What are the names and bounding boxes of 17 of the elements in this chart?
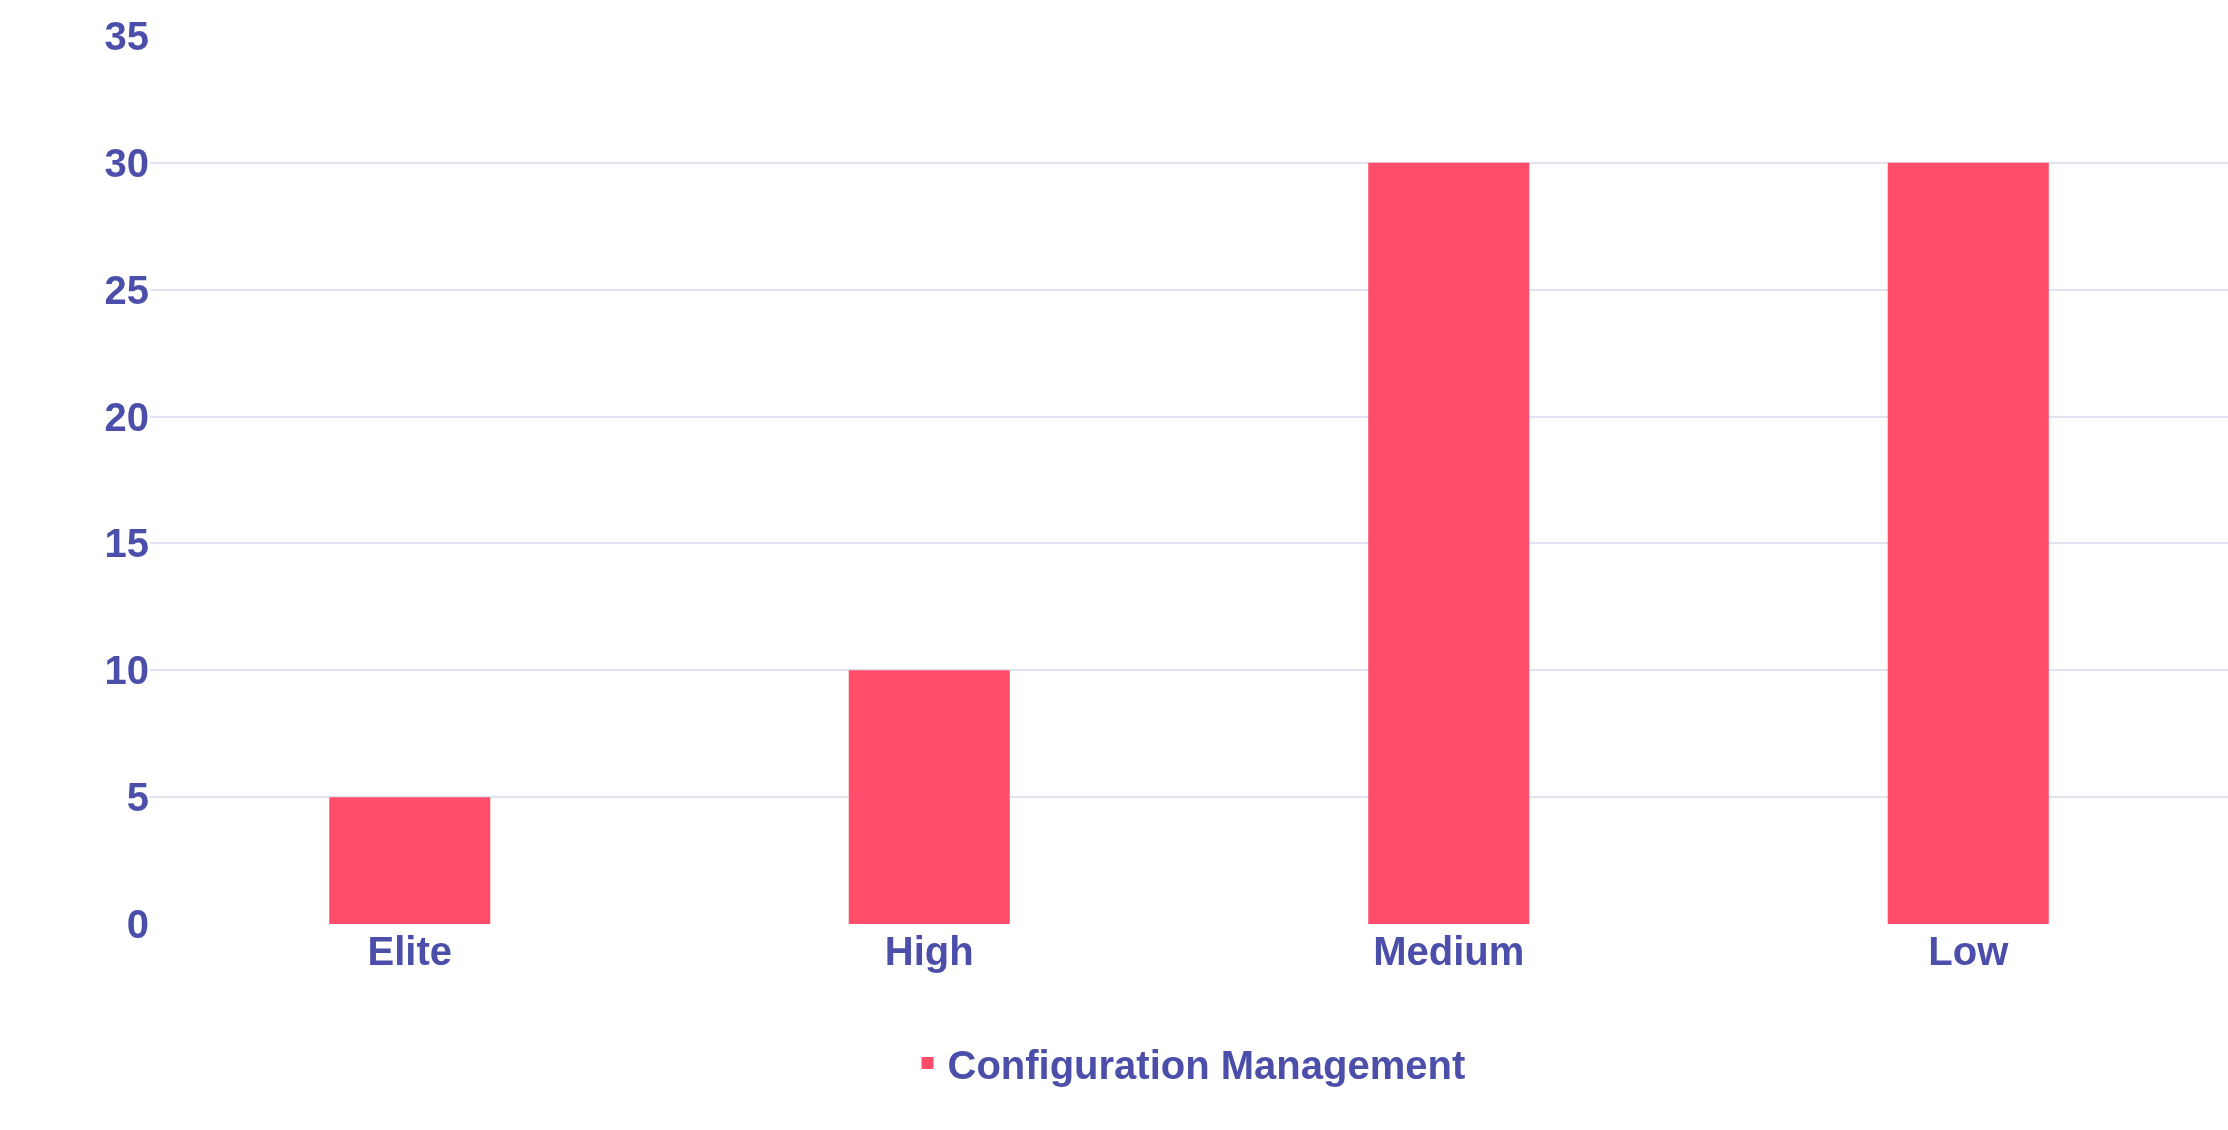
- y-tick-label: 5: [126, 775, 149, 820]
- y-tick-label: 35: [104, 14, 149, 58]
- bar: [848, 670, 1010, 924]
- x-tick-label: High: [884, 929, 974, 973]
- y-tick-label: 25: [104, 267, 149, 312]
- bar: [1887, 162, 2049, 924]
- y-tick-label: 15: [104, 521, 149, 566]
- bar: [1368, 162, 1530, 924]
- y-tick-label: 20: [104, 394, 149, 439]
- x-tick-label: Medium: [1373, 929, 1525, 973]
- x-tick-label: Low: [1928, 929, 2010, 973]
- y-tick-label: 0: [126, 902, 149, 946]
- y-tick-label: 10: [104, 648, 149, 693]
- bar: [329, 797, 491, 924]
- legend-label: Configuration Management: [947, 1042, 1466, 1087]
- y-tick-label: 30: [104, 140, 149, 185]
- x-tick-label: Elite: [367, 929, 452, 973]
